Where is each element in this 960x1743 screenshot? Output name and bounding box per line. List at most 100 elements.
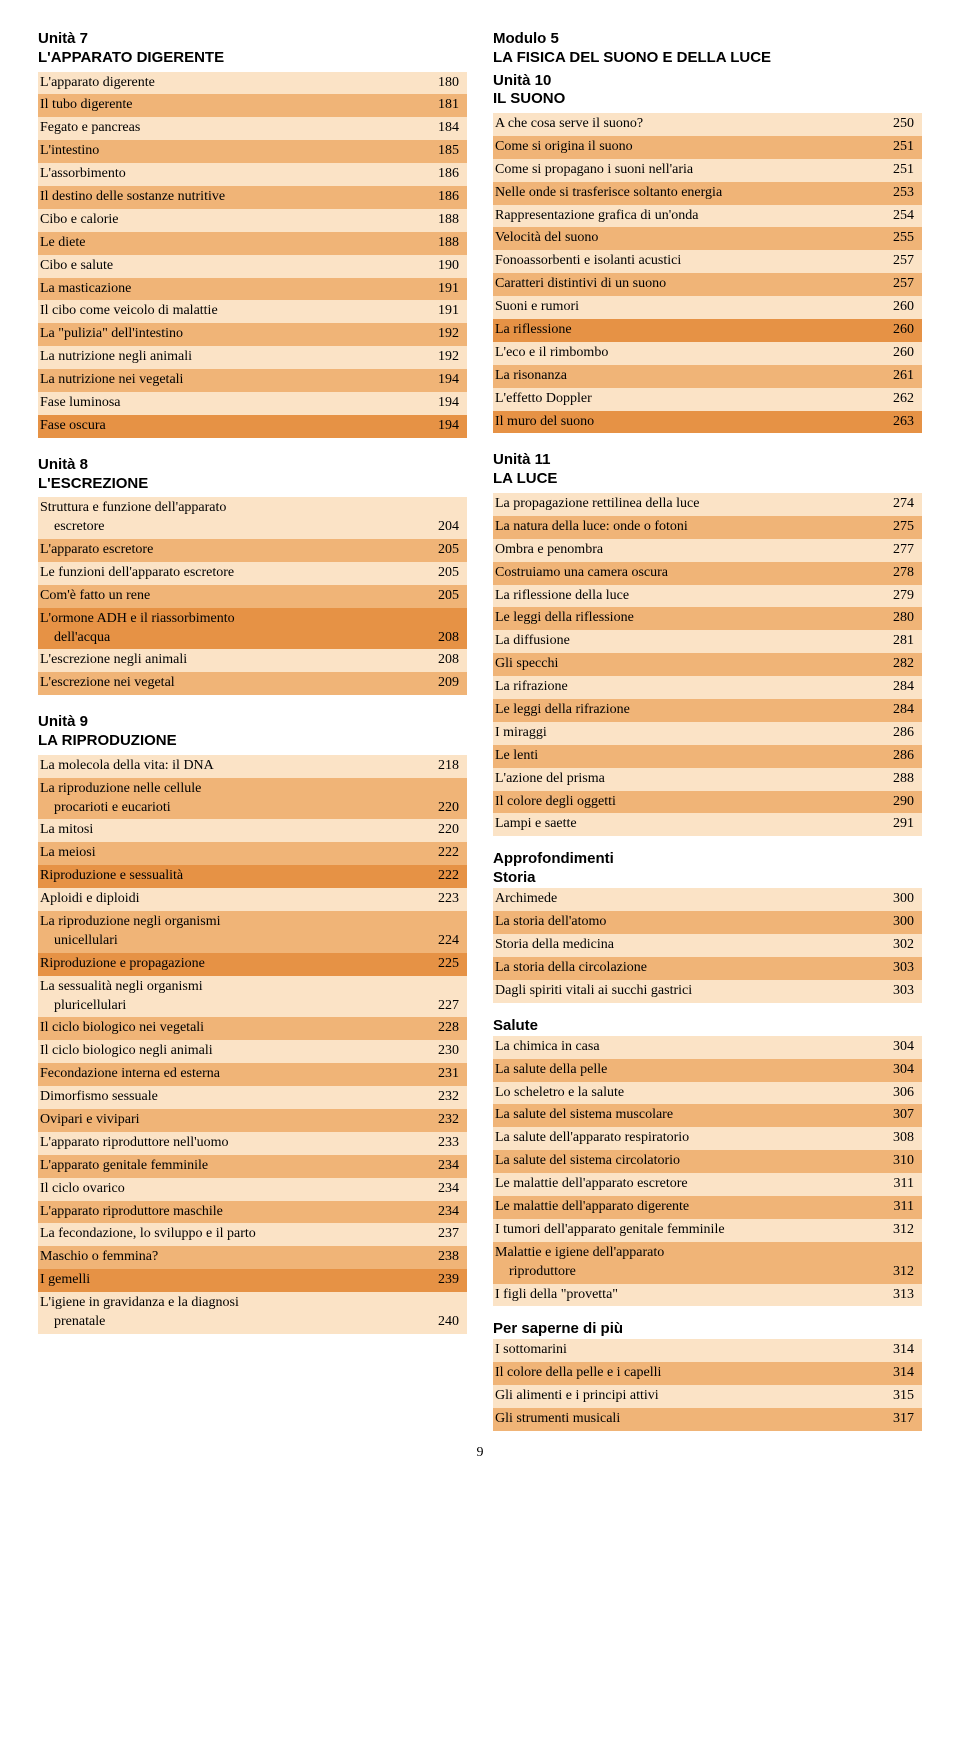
- toc-row: La nutrizione nei vegetali194: [38, 369, 467, 392]
- toc-page: 186: [426, 188, 459, 207]
- toc-row: La propagazione rettilinea della luce274: [493, 493, 922, 516]
- toc-row: L'escrezione nei vegetal209: [38, 672, 467, 695]
- toc-row: Il colore della pelle e i capelli314: [493, 1362, 922, 1385]
- toc-label: Dagli spiriti vitali ai succhi gastrici: [495, 982, 881, 1001]
- toc-page: 191: [426, 302, 459, 321]
- toc-label: Riproduzione e sessualità: [40, 867, 426, 886]
- toc-row: La rifrazione284: [493, 676, 922, 699]
- toc-row: La salute dell'apparato respiratorio308: [493, 1127, 922, 1150]
- toc-label: La salute dell'apparato respiratorio: [495, 1129, 881, 1148]
- toc-row: Lampi e saette291: [493, 813, 922, 836]
- toc-page: 225: [426, 955, 459, 974]
- toc-row: Come si origina il suono251: [493, 136, 922, 159]
- toc-page: 284: [881, 678, 914, 697]
- toc-label: La molecola della vita: il DNA: [40, 757, 426, 776]
- toc-row: L'apparato riproduttore maschile234: [38, 1201, 467, 1224]
- toc-row: L'effetto Doppler262: [493, 388, 922, 411]
- section-title: Per saperne di più: [493, 1320, 922, 1337]
- toc-page: 181: [426, 96, 459, 115]
- toc-page: 282: [881, 655, 914, 674]
- toc-row: L'assorbimento186: [38, 163, 467, 186]
- toc-row: I figli della "provetta"313: [493, 1284, 922, 1307]
- toc-row: Il colore degli oggetti290: [493, 791, 922, 814]
- toc-page: 194: [426, 417, 459, 436]
- toc-label: La "pulizia" dell'intestino: [40, 325, 426, 344]
- toc-page: 228: [426, 1019, 459, 1038]
- toc-page: 222: [426, 867, 459, 886]
- toc-label: Fase luminosa: [40, 394, 426, 413]
- toc-row: Il ciclo biologico nei vegetali228: [38, 1017, 467, 1040]
- toc-row: La riflessione della luce279: [493, 585, 922, 608]
- toc-label: Il colore degli oggetti: [495, 793, 881, 812]
- toc-page: 291: [881, 815, 914, 834]
- toc-label: La masticazione: [40, 280, 426, 299]
- toc-page: 286: [881, 724, 914, 743]
- toc-page: 192: [426, 348, 459, 367]
- toc-page: 261: [881, 367, 914, 386]
- toc-page: 302: [881, 936, 914, 955]
- toc-page: 238: [426, 1248, 459, 1267]
- toc-page: 274: [881, 495, 914, 514]
- toc-page: 311: [882, 1198, 914, 1217]
- toc-row: La riflessione260: [493, 319, 922, 342]
- toc-label: L'effetto Doppler: [495, 390, 881, 409]
- toc-page: 310: [881, 1152, 914, 1171]
- toc-row: Le malattie dell'apparato escretore311: [493, 1173, 922, 1196]
- toc-label: Ombra e penombra: [495, 541, 881, 560]
- toc-row: La natura della luce: onde o fotoni275: [493, 516, 922, 539]
- toc-row: La "pulizia" dell'intestino192: [38, 323, 467, 346]
- toc-page: 234: [426, 1203, 459, 1222]
- toc-row: Fegato e pancreas184: [38, 117, 467, 140]
- toc-label: La riflessione: [495, 321, 881, 340]
- toc-page: 232: [426, 1111, 459, 1130]
- toc-row: Nelle onde si trasferisce soltanto energ…: [493, 182, 922, 205]
- toc-label: Rappresentazione grafica di un'onda: [495, 207, 881, 226]
- toc-page: 308: [881, 1129, 914, 1148]
- unit-title: Unità 8L'ESCREZIONE: [38, 456, 467, 494]
- toc-label: La storia dell'atomo: [495, 913, 881, 932]
- toc-row: L'ormone ADH e il riassorbimentodell'acq…: [38, 608, 467, 650]
- toc-label: Fase oscura: [40, 417, 426, 436]
- toc-row: I gemelli239: [38, 1269, 467, 1292]
- toc-label: Le funzioni dell'apparato escretore: [40, 564, 426, 583]
- toc-row: Fonoassorbenti e isolanti acustici257: [493, 250, 922, 273]
- toc-page: 275: [881, 518, 914, 537]
- toc-row: I tumori dell'apparato genitale femminil…: [493, 1219, 922, 1242]
- toc-page: 284: [881, 701, 914, 720]
- toc-label: La riproduzione negli organismiunicellul…: [40, 913, 426, 951]
- toc-page: 220: [426, 799, 459, 818]
- toc-page: 257: [881, 252, 914, 271]
- toc-page: 234: [426, 1180, 459, 1199]
- toc-page: 314: [881, 1364, 914, 1383]
- toc-page: 190: [426, 257, 459, 276]
- toc-row: Suoni e rumori260: [493, 296, 922, 319]
- toc-page: 188: [426, 211, 459, 230]
- toc-label: Lo scheletro e la salute: [495, 1084, 881, 1103]
- toc-page: 205: [426, 587, 459, 606]
- toc-label: Fecondazione interna ed esterna: [40, 1065, 426, 1084]
- toc-row: Maschio o femmina?238: [38, 1246, 467, 1269]
- toc-row: Velocità del suono255: [493, 227, 922, 250]
- toc-page: 290: [881, 793, 914, 812]
- unit-title: Unità 7L'APPARATO DIGERENTE: [38, 30, 467, 68]
- toc-page: 237: [426, 1225, 459, 1244]
- toc-row: Il destino delle sostanze nutritive186: [38, 186, 467, 209]
- toc-row: Ovipari e vivipari232: [38, 1109, 467, 1132]
- section-title: Salute: [493, 1017, 922, 1034]
- toc-row: La masticazione191: [38, 278, 467, 301]
- toc-page: 262: [881, 390, 914, 409]
- toc-page: 222: [426, 844, 459, 863]
- toc-page: 188: [426, 234, 459, 253]
- toc-label: I sottomarini: [495, 1341, 881, 1360]
- toc-label: La salute del sistema circolatorio: [495, 1152, 881, 1171]
- toc-page: 227: [426, 997, 459, 1016]
- toc-label: Storia della medicina: [495, 936, 881, 955]
- toc-page: 208: [426, 629, 459, 648]
- toc-row: L'intestino185: [38, 140, 467, 163]
- toc-row: Ombra e penombra277: [493, 539, 922, 562]
- toc-label: La storia della circolazione: [495, 959, 881, 978]
- toc-label: Gli specchi: [495, 655, 881, 674]
- toc-label: L'apparato riproduttore maschile: [40, 1203, 426, 1222]
- toc-page: 314: [881, 1341, 914, 1360]
- toc-label: L'azione del prisma: [495, 770, 881, 789]
